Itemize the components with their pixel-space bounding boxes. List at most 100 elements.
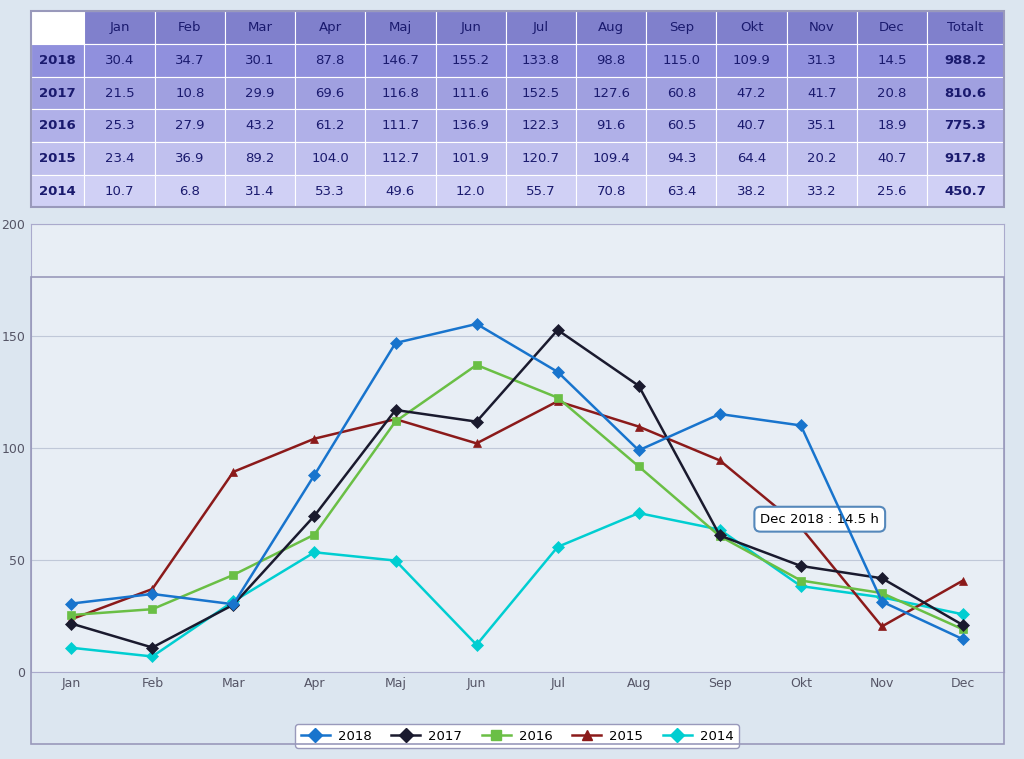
Text: Jun: Jun (460, 21, 481, 34)
Bar (786, 175, 857, 207)
Bar (786, 44, 857, 77)
Bar (295, 142, 366, 175)
Text: 112.7: 112.7 (381, 152, 420, 165)
Text: 43.2: 43.2 (245, 119, 274, 132)
Bar (717, 142, 786, 175)
Text: 12.0: 12.0 (456, 184, 485, 197)
Bar (646, 44, 717, 77)
Text: Apr: Apr (318, 21, 342, 34)
Bar (225, 44, 295, 77)
Text: 2014: 2014 (39, 184, 76, 197)
Bar (84, 142, 155, 175)
Bar (435, 109, 506, 142)
Bar (786, 142, 857, 175)
Bar (225, 109, 295, 142)
Bar (31, 142, 84, 175)
Text: 2016: 2016 (39, 119, 76, 132)
Bar (927, 109, 1004, 142)
Text: 104.0: 104.0 (311, 152, 349, 165)
Bar (435, 44, 506, 77)
Text: 2018: 2018 (39, 54, 76, 67)
Bar (155, 175, 225, 207)
Text: 25.3: 25.3 (104, 119, 134, 132)
Bar (575, 44, 646, 77)
Text: 133.8: 133.8 (522, 54, 560, 67)
Bar (506, 109, 575, 142)
Bar (84, 11, 155, 44)
Bar (927, 142, 1004, 175)
Text: Jul: Jul (532, 21, 549, 34)
Bar (84, 175, 155, 207)
Text: 120.7: 120.7 (522, 152, 560, 165)
Bar (295, 44, 366, 77)
Bar (857, 44, 927, 77)
Text: 152.5: 152.5 (522, 87, 560, 99)
Bar (646, 11, 717, 44)
Text: 6.8: 6.8 (179, 184, 201, 197)
Bar (506, 77, 575, 109)
Legend: 2018, 2017, 2016, 2015, 2014: 2018, 2017, 2016, 2015, 2014 (295, 725, 739, 748)
Text: Aug: Aug (598, 21, 625, 34)
Text: 91.6: 91.6 (596, 119, 626, 132)
Bar (646, 77, 717, 109)
Bar (31, 77, 84, 109)
Text: 41.7: 41.7 (807, 87, 837, 99)
Bar (31, 11, 84, 44)
Text: 101.9: 101.9 (452, 152, 489, 165)
Text: 21.5: 21.5 (104, 87, 134, 99)
Text: Feb: Feb (178, 21, 202, 34)
Bar (575, 77, 646, 109)
Bar (366, 175, 435, 207)
Bar (155, 11, 225, 44)
Text: Totalt: Totalt (947, 21, 983, 34)
Bar (857, 109, 927, 142)
Bar (927, 175, 1004, 207)
Text: Sep: Sep (669, 21, 694, 34)
Bar (225, 77, 295, 109)
Bar (366, 109, 435, 142)
Bar (927, 77, 1004, 109)
Bar (366, 11, 435, 44)
Text: 94.3: 94.3 (667, 152, 696, 165)
Bar (786, 109, 857, 142)
Text: 25.6: 25.6 (878, 184, 906, 197)
Text: 20.2: 20.2 (807, 152, 837, 165)
Bar (435, 142, 506, 175)
Bar (857, 77, 927, 109)
Text: Okt: Okt (739, 21, 763, 34)
Bar (927, 44, 1004, 77)
Bar (155, 142, 225, 175)
Text: 146.7: 146.7 (382, 54, 420, 67)
Text: 64.4: 64.4 (737, 152, 766, 165)
Text: 34.7: 34.7 (175, 54, 205, 67)
Bar (84, 77, 155, 109)
Text: 917.8: 917.8 (944, 152, 986, 165)
Bar (927, 11, 1004, 44)
Text: 18.9: 18.9 (878, 119, 906, 132)
Bar (717, 44, 786, 77)
Bar (84, 109, 155, 142)
Bar (225, 175, 295, 207)
Text: 53.3: 53.3 (315, 184, 345, 197)
Text: 988.2: 988.2 (944, 54, 986, 67)
Text: 61.2: 61.2 (315, 119, 345, 132)
Text: 30.4: 30.4 (104, 54, 134, 67)
Text: 111.7: 111.7 (381, 119, 420, 132)
Text: 2017: 2017 (39, 87, 76, 99)
Bar (435, 11, 506, 44)
Bar (717, 175, 786, 207)
Bar (857, 11, 927, 44)
Text: Nov: Nov (809, 21, 835, 34)
Text: 55.7: 55.7 (526, 184, 556, 197)
Text: 27.9: 27.9 (175, 119, 205, 132)
Text: 87.8: 87.8 (315, 54, 345, 67)
Bar (295, 77, 366, 109)
Bar (225, 142, 295, 175)
Bar (717, 77, 786, 109)
Text: 47.2: 47.2 (737, 87, 766, 99)
Text: 23.4: 23.4 (104, 152, 134, 165)
Text: 40.7: 40.7 (878, 152, 906, 165)
Bar (575, 11, 646, 44)
Bar (84, 44, 155, 77)
Text: 115.0: 115.0 (663, 54, 700, 67)
